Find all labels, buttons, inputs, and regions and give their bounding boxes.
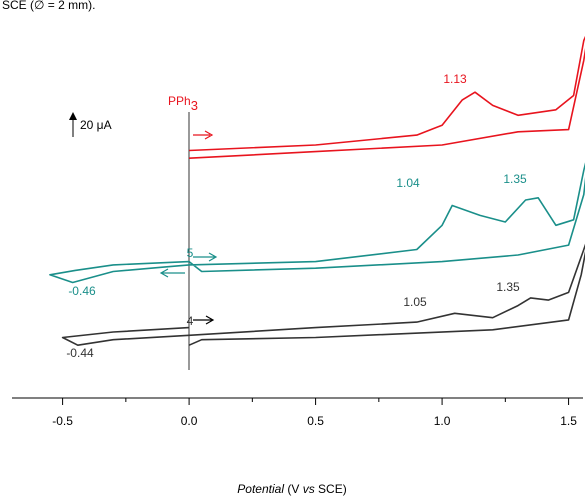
x-tick-label: 0.0 xyxy=(181,414,198,428)
x-tick-label: -0.5 xyxy=(52,414,73,428)
x-tick-label: 1.5 xyxy=(560,414,577,428)
cv-trace xyxy=(189,35,585,159)
scale-arrow xyxy=(69,112,77,120)
cv-trace xyxy=(61,243,585,347)
peak-label: 1.04 xyxy=(396,176,420,190)
arrows xyxy=(159,130,218,325)
scale-label: 20 μA xyxy=(80,118,112,132)
peak-label: 1.35 xyxy=(496,280,520,294)
arrow xyxy=(193,252,218,262)
x-tick-label: 0.5 xyxy=(307,414,324,428)
arrow xyxy=(193,130,214,140)
series-label: 5 xyxy=(187,246,194,260)
series-label-sub: 3 xyxy=(191,98,198,113)
caption-fragment: SCE (∅ = 2 mm). xyxy=(2,0,95,12)
series-label-part: PPh xyxy=(168,94,191,108)
cv-trace xyxy=(49,162,585,284)
series-label: 4 xyxy=(187,314,194,328)
peak-label: -0.46 xyxy=(68,284,96,298)
peak-label: 1.13 xyxy=(443,72,467,86)
x-label-part: vs xyxy=(303,482,315,496)
series-label: PPh3 xyxy=(168,94,198,113)
peak-label: 1.35 xyxy=(503,172,527,186)
x-axis-label: Potential (V vs SCE) xyxy=(237,482,346,496)
x-label-part: SCE) xyxy=(318,482,347,496)
x-tick-label: 1.0 xyxy=(434,414,451,428)
x-label-part: Potential xyxy=(237,482,284,496)
arrow xyxy=(193,315,215,325)
x-label-part: (V xyxy=(287,482,299,496)
arrow xyxy=(159,268,185,278)
peak-label: 1.05 xyxy=(403,295,427,309)
peak-label: -0.44 xyxy=(66,346,94,360)
